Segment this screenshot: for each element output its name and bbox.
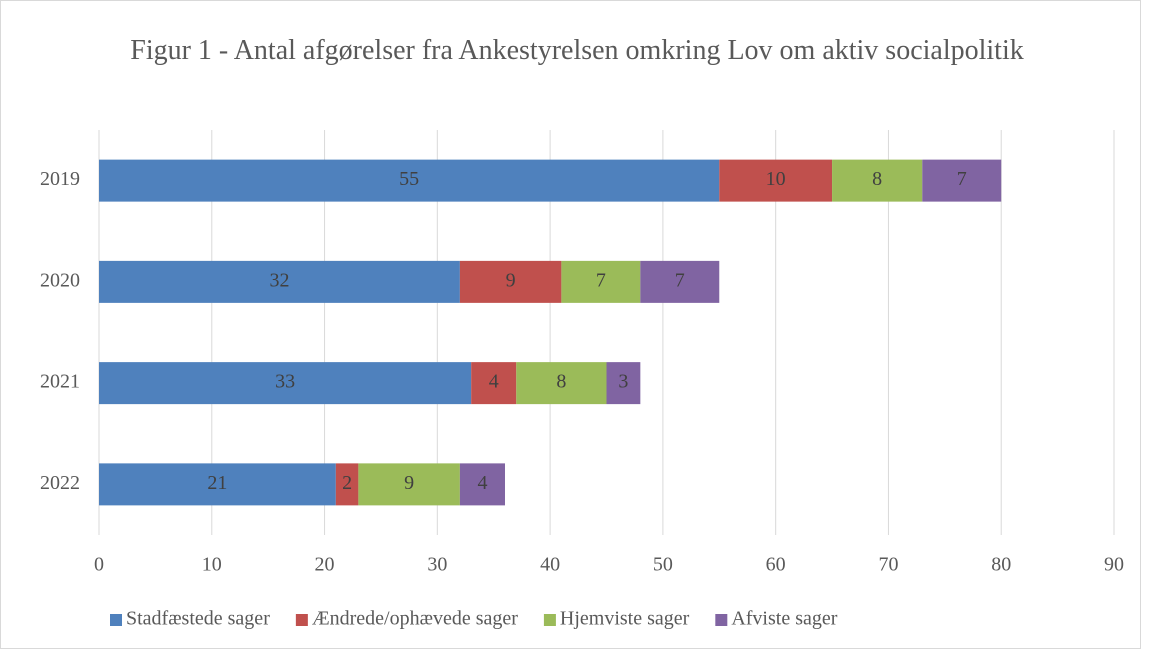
bar-segment	[471, 362, 517, 405]
chart-title: Figur 1 - Antal afgørelser fra Ankestyre…	[130, 35, 1024, 66]
data-label: 3	[618, 371, 628, 393]
bar-segment	[99, 159, 720, 202]
bar-segment	[516, 362, 607, 405]
legend-swatch	[715, 614, 728, 626]
legend-label: Ændrede/ophævede sager	[312, 608, 518, 630]
bar-segment	[719, 159, 833, 202]
bar-segment	[561, 260, 641, 303]
legend-label: Afviste sager	[731, 608, 837, 630]
x-tick-label: 80	[991, 554, 1011, 576]
x-tick-label: 40	[540, 554, 560, 576]
x-tick-label: 50	[653, 554, 673, 576]
bar-segment	[640, 260, 720, 303]
data-label: 32	[269, 269, 289, 291]
data-label: 9	[404, 472, 414, 494]
data-label: 9	[506, 269, 516, 291]
x-tick-label: 0	[94, 554, 104, 576]
bar-segment	[922, 159, 1002, 202]
x-tick-label: 10	[202, 554, 222, 576]
x-tick-label: 60	[766, 554, 786, 576]
data-label: 10	[766, 168, 786, 190]
bar-segment	[335, 463, 359, 506]
data-label: 8	[556, 371, 566, 393]
legend-label: Hjemviste sager	[560, 608, 690, 630]
x-tick-label: 90	[1104, 554, 1124, 576]
data-label: 21	[207, 472, 227, 494]
data-label: 55	[399, 168, 419, 190]
legend-swatch	[295, 614, 308, 626]
data-label: 7	[957, 168, 967, 190]
data-label: 7	[675, 269, 685, 291]
bar-segment	[99, 260, 460, 303]
bar-segment	[832, 159, 923, 202]
x-tick-label: 30	[427, 554, 447, 576]
y-tick-label: 2019	[40, 168, 80, 190]
bar-segment	[358, 463, 460, 506]
y-tick-label: 2021	[40, 371, 80, 393]
data-label: 7	[596, 269, 606, 291]
data-label: 2	[342, 472, 352, 494]
bar-segment	[459, 463, 505, 506]
bar-segment	[99, 362, 472, 405]
bar-segment	[99, 463, 336, 506]
legend-swatch	[543, 614, 556, 626]
bar-segment	[459, 260, 562, 303]
bar-segment	[606, 362, 641, 405]
data-label: 8	[872, 168, 882, 190]
y-tick-label: 2020	[40, 269, 80, 291]
legend-swatch	[110, 614, 122, 626]
legend-label: Stadfæstede sager	[126, 608, 270, 630]
y-tick-label: 2022	[40, 472, 80, 494]
x-tick-label: 20	[315, 554, 335, 576]
data-label: 4	[489, 371, 499, 393]
x-tick-label: 70	[878, 554, 898, 576]
data-label: 33	[275, 371, 295, 393]
data-label: 4	[477, 472, 487, 494]
